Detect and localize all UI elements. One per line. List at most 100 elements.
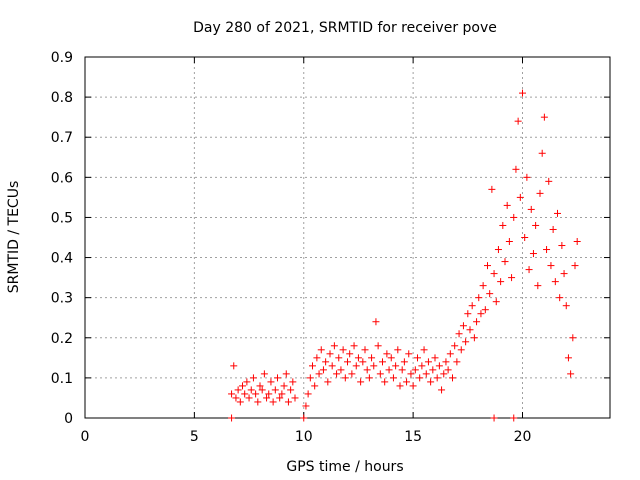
data-point <box>484 262 491 270</box>
data-point <box>516 193 524 201</box>
data-point <box>567 370 575 378</box>
y-tick-label: 0.9 <box>51 50 73 66</box>
data-point <box>512 165 520 173</box>
data-point <box>444 366 452 374</box>
data-point <box>545 177 553 185</box>
data-point <box>359 358 367 366</box>
data-point <box>392 362 400 370</box>
data-point <box>337 366 345 374</box>
data-point <box>562 302 570 310</box>
y-tick-label: 0.1 <box>51 371 73 387</box>
data-point <box>424 358 432 366</box>
data-point <box>547 262 555 270</box>
data-point <box>407 370 415 378</box>
y-tick-label: 0.3 <box>51 291 73 307</box>
data-point <box>505 238 513 246</box>
data-point <box>252 390 260 398</box>
data-point <box>400 358 408 366</box>
data-point <box>564 354 572 362</box>
data-point <box>554 209 561 217</box>
data-point <box>269 398 277 406</box>
data-point <box>534 282 542 290</box>
data-point <box>311 382 319 390</box>
data-point <box>304 390 312 398</box>
data-point <box>459 322 467 330</box>
data-point <box>370 362 378 370</box>
data-point <box>453 358 461 366</box>
x-tick-label: 10 <box>295 429 313 445</box>
data-point <box>396 382 404 390</box>
y-tick-label: 0 <box>64 411 73 427</box>
data-point <box>287 386 295 394</box>
data-point <box>376 370 384 378</box>
data-point <box>241 390 249 398</box>
data-point <box>239 382 246 390</box>
x-tick-label: 5 <box>190 429 199 445</box>
data-point <box>306 374 314 382</box>
data-point <box>536 189 544 197</box>
data-point <box>322 358 330 366</box>
data-point <box>271 386 279 394</box>
data-point <box>405 350 413 358</box>
data-point <box>230 362 238 370</box>
data-point <box>468 302 476 310</box>
data-point <box>470 334 478 342</box>
x-tick-label: 20 <box>514 429 532 445</box>
data-point <box>446 350 454 358</box>
data-point <box>519 89 526 97</box>
data-point <box>260 370 268 378</box>
data-point <box>228 414 236 422</box>
data-point <box>319 366 327 374</box>
x-axis-title: GPS time / hours <box>286 459 403 475</box>
data-point <box>289 378 297 386</box>
data-point <box>385 366 393 374</box>
data-point <box>368 354 376 362</box>
data-point <box>418 362 426 370</box>
data-point <box>302 402 310 410</box>
data-point <box>254 398 262 406</box>
data-point <box>263 394 271 402</box>
data-point <box>540 113 548 121</box>
data-point <box>381 378 389 386</box>
data-point <box>481 306 489 314</box>
data-point <box>523 173 531 181</box>
data-point <box>551 278 559 286</box>
data-point <box>499 221 507 229</box>
data-point <box>538 149 546 157</box>
data-point <box>247 386 255 394</box>
data-point <box>326 350 334 358</box>
x-tick-label: 15 <box>404 429 422 445</box>
data-point <box>440 370 448 378</box>
data-point <box>335 354 343 362</box>
data-point <box>341 374 349 382</box>
data-point <box>449 374 456 382</box>
data-point <box>280 382 288 390</box>
data-point <box>497 278 505 286</box>
data-points <box>228 89 581 422</box>
data-point <box>503 201 511 209</box>
data-point <box>387 354 395 362</box>
data-point <box>344 358 351 366</box>
data-point <box>350 342 358 350</box>
data-point <box>494 246 502 254</box>
data-point <box>549 225 557 233</box>
data-point <box>464 310 472 318</box>
data-point <box>492 298 500 306</box>
data-point <box>291 394 299 402</box>
data-point <box>383 350 391 358</box>
data-point <box>411 366 419 374</box>
data-point <box>573 238 581 246</box>
data-point <box>361 346 369 354</box>
data-point <box>236 398 244 406</box>
data-point <box>420 346 428 354</box>
plot-frame <box>84 56 611 419</box>
data-point <box>379 358 386 366</box>
data-point <box>339 346 347 354</box>
data-point <box>429 366 437 374</box>
data-point <box>431 354 439 362</box>
data-point <box>508 274 516 282</box>
data-point <box>488 185 496 193</box>
y-tick-label: 0.4 <box>51 251 73 267</box>
data-point <box>416 374 424 382</box>
data-point <box>422 370 430 378</box>
